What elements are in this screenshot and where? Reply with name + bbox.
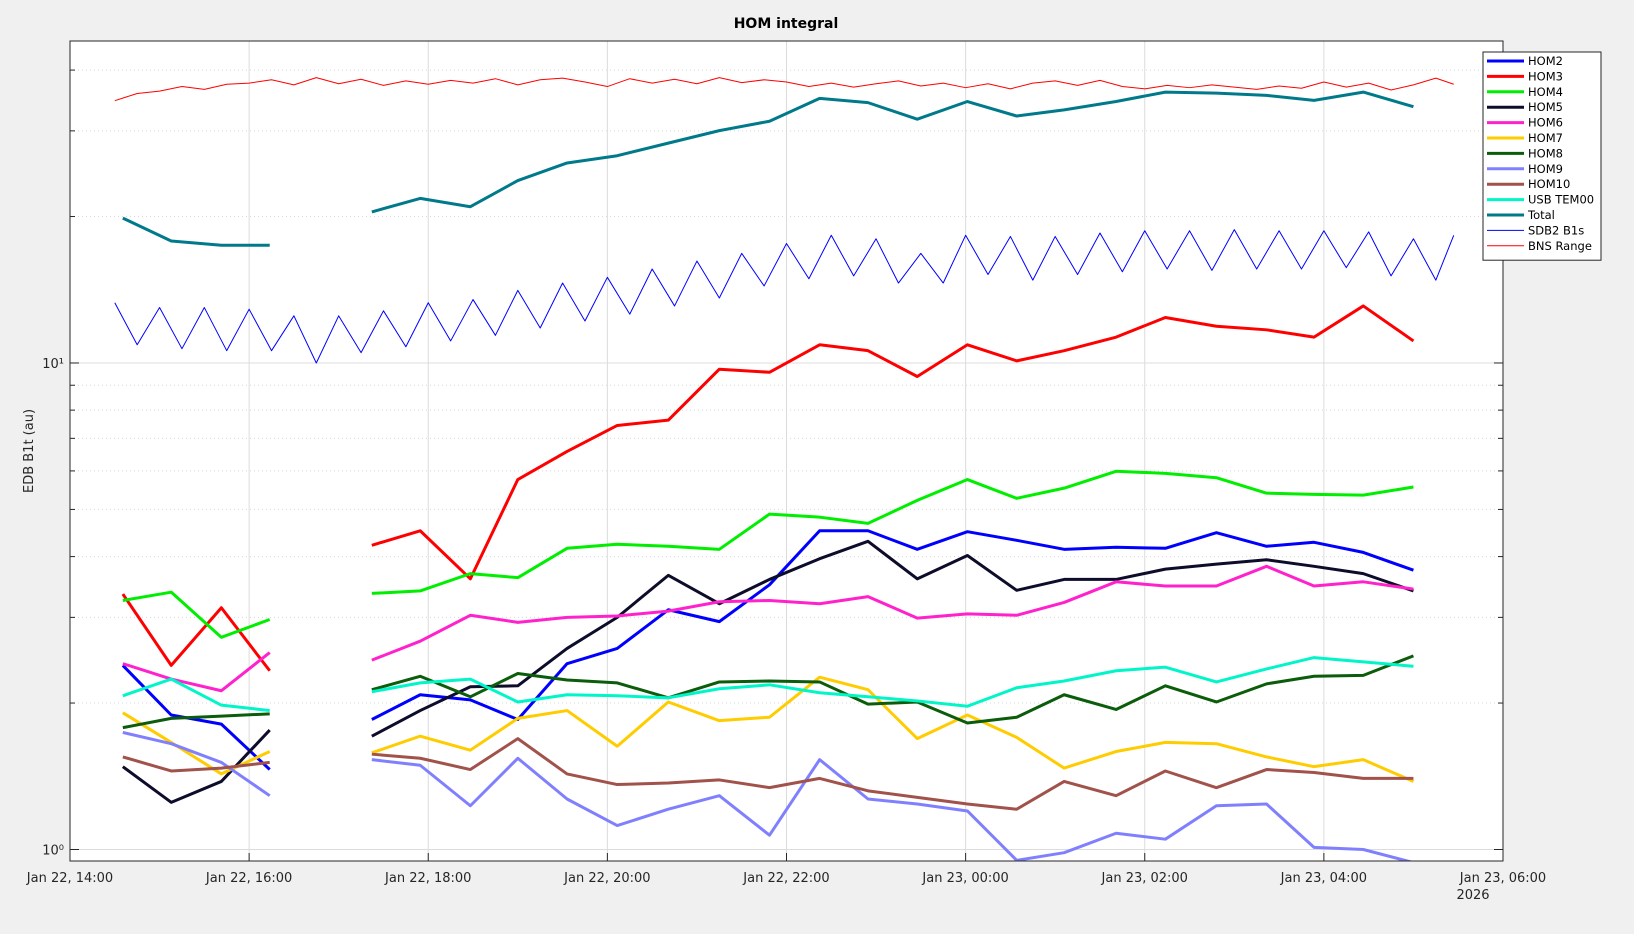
legend-label: SDB2 B1s <box>1528 223 1584 237</box>
legend-label: HOM9 <box>1528 162 1563 176</box>
legend-label: HOM4 <box>1528 85 1563 99</box>
legend-label: Total <box>1527 208 1555 222</box>
legend-label: HOM8 <box>1528 146 1563 160</box>
x-tick-label: Jan 23, 04:00 <box>1280 871 1367 886</box>
x-tick-label: Jan 23, 00:00 <box>921 871 1008 886</box>
x-tick-label: Jan 22, 20:00 <box>563 871 650 886</box>
series-line <box>121 539 1414 804</box>
lines <box>114 77 1455 861</box>
x-tick-label: Jan 22, 18:00 <box>384 871 471 886</box>
legend-label: HOM2 <box>1528 54 1563 68</box>
series-line <box>121 304 1415 672</box>
x-tick-label: Jan 22, 14:00 <box>26 871 113 886</box>
y-axis-label: EDB B1t (au) <box>22 409 37 493</box>
series-line <box>122 469 1414 639</box>
x-secondary-label: 2026 <box>1456 888 1489 903</box>
x-tick-label: Jan 22, 16:00 <box>205 871 292 886</box>
series-line <box>122 90 1414 247</box>
x-tick-label: Jan 23, 06:00 <box>1459 871 1546 886</box>
series-line <box>122 737 1414 811</box>
series-line <box>122 675 1415 783</box>
legend-label: HOM3 <box>1528 69 1563 83</box>
series-line <box>114 77 1454 102</box>
axes: Jan 22, 14:00 Jan 22, 16:00 Jan 22, 18:00 J… <box>26 69 1546 886</box>
series-line <box>122 730 1414 861</box>
legend-label: HOM5 <box>1528 100 1563 114</box>
legend-label: BNS Range <box>1528 239 1592 253</box>
y-tick-label: 10¹ <box>42 357 64 372</box>
legend-box <box>1482 51 1602 261</box>
x-tick-label: Jan 22, 22:00 <box>742 871 829 886</box>
series-line <box>122 654 1414 730</box>
series-line <box>122 564 1414 693</box>
series-line <box>122 656 1414 713</box>
legend-label: HOM6 <box>1528 116 1563 130</box>
x-tick-label: Jan 23, 02:00 <box>1101 871 1188 886</box>
legend-label: USB TEM00 <box>1528 193 1594 207</box>
legend-label: HOM7 <box>1528 131 1563 145</box>
chart-title: HOM integral <box>734 16 839 32</box>
legend-label: HOM10 <box>1528 177 1570 191</box>
y-tick-label: 10⁰ <box>42 843 64 858</box>
series-line <box>121 529 1414 771</box>
series-line <box>114 229 1455 364</box>
